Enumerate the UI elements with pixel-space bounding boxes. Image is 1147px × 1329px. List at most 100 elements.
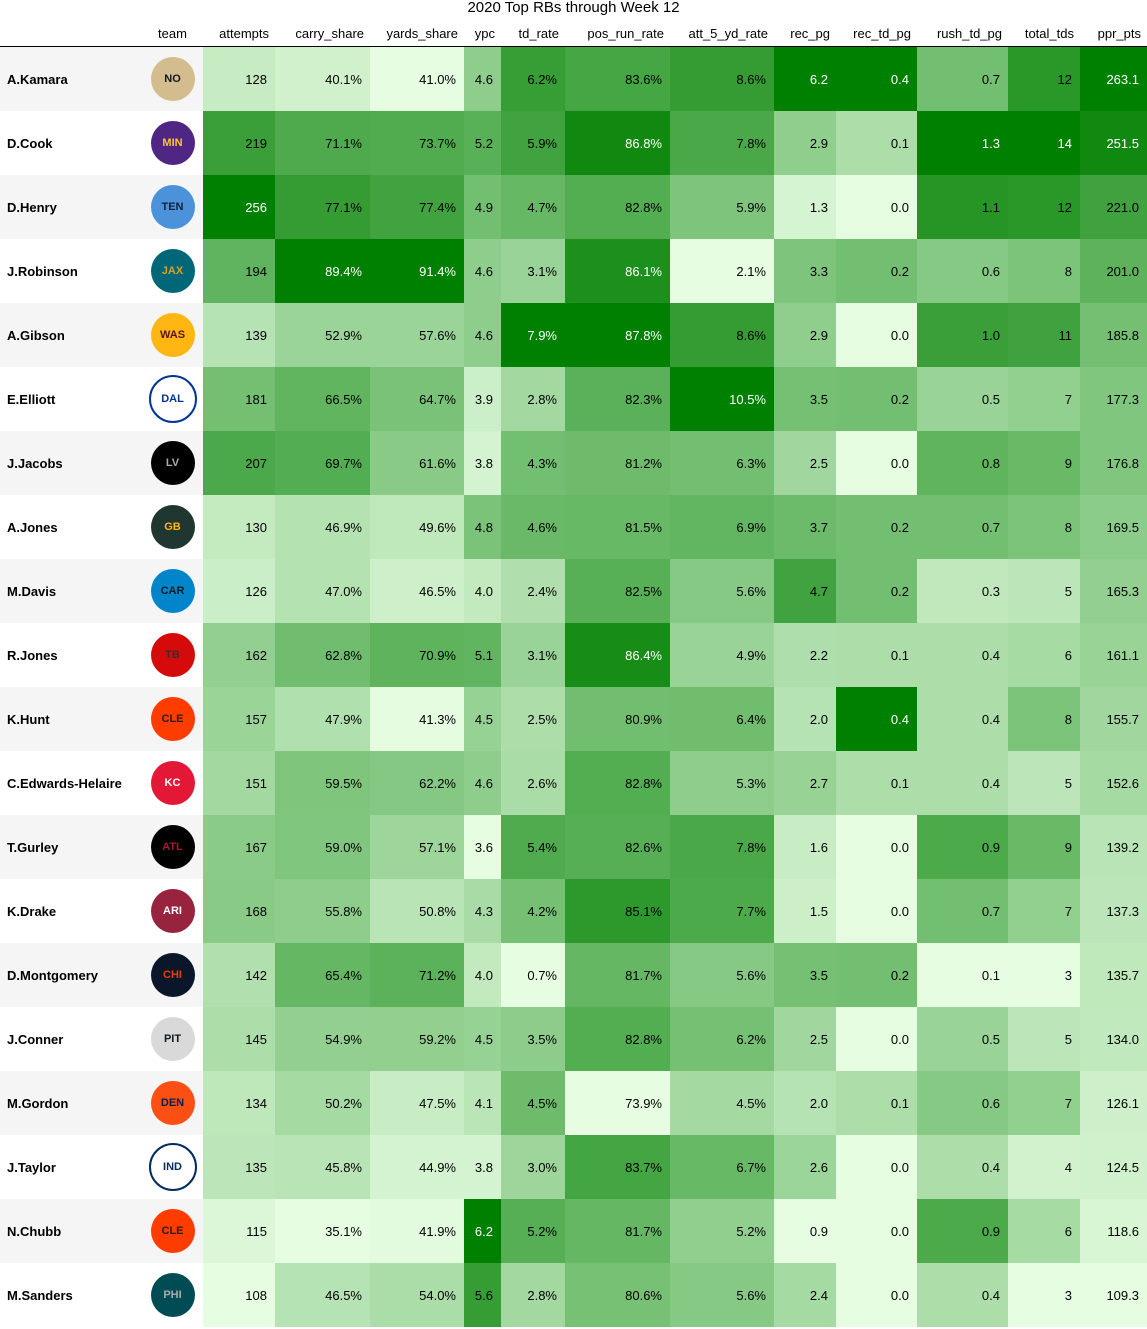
cell-pos-run-rate: 82.8% [565, 751, 670, 815]
team-logo-icon: ATL [150, 825, 195, 869]
cell-rec-td-pg: 0.2 [836, 367, 917, 431]
cell-carry-share: 55.8% [275, 879, 370, 943]
cell-rec-td-pg: 0.0 [836, 815, 917, 879]
cell-rec-pg: 1.5 [774, 879, 836, 943]
team-logo-cell: CAR [142, 559, 203, 623]
cell-ppr-pts: 177.3 [1080, 367, 1147, 431]
cell-attempts: 157 [203, 687, 275, 751]
team-logo-icon: MIN [150, 121, 195, 165]
cell-rec-td-pg: 0.0 [836, 1199, 917, 1263]
cell-rush-td-pg: 0.4 [917, 623, 1008, 687]
team-logo-cell: GB [142, 495, 203, 559]
player-name: R.Jones [0, 623, 142, 687]
team-logo-cell: CLE [142, 687, 203, 751]
cell-attempts: 256 [203, 175, 275, 239]
cell-total-tds: 3 [1008, 943, 1080, 1007]
cell-td-rate: 2.8% [501, 1263, 565, 1327]
table-row: M.Sanders PHI 108 46.5% 54.0% 5.6 2.8% 80.6% 5.6… [0, 1263, 1147, 1327]
cell-rush-td-pg: 0.5 [917, 1007, 1008, 1071]
table-row: M.Gordon DEN 134 50.2% 47.5% 4.1 4.5% 73.9% 4.5%… [0, 1071, 1147, 1135]
cell-total-tds: 12 [1008, 175, 1080, 239]
cell-td-rate: 5.9% [501, 111, 565, 175]
cell-ypc: 4.0 [464, 943, 501, 1007]
cell-carry-share: 62.8% [275, 623, 370, 687]
cell-pos-run-rate: 82.8% [565, 1007, 670, 1071]
table-row: A.Kamara NO 128 40.1% 41.0% 4.6 6.2% 83.6% 8.6% 6… [0, 46, 1147, 111]
cell-attempts: 145 [203, 1007, 275, 1071]
cell-ypc: 3.9 [464, 367, 501, 431]
cell-ppr-pts: 126.1 [1080, 1071, 1147, 1135]
cell-attempts: 128 [203, 46, 275, 111]
cell-td-rate: 2.4% [501, 559, 565, 623]
cell-yards-share: 49.6% [370, 495, 464, 559]
cell-ypc: 4.0 [464, 559, 501, 623]
cell-rec-td-pg: 0.2 [836, 239, 917, 303]
cell-td-rate: 6.2% [501, 46, 565, 111]
cell-total-tds: 6 [1008, 1199, 1080, 1263]
cell-attempts: 108 [203, 1263, 275, 1327]
cell-att-5-yd-rate: 7.8% [670, 815, 774, 879]
cell-rec-td-pg: 0.0 [836, 1263, 917, 1327]
cell-total-tds: 8 [1008, 239, 1080, 303]
cell-rec-pg: 2.6 [774, 1135, 836, 1199]
cell-yards-share: 50.8% [370, 879, 464, 943]
cell-carry-share: 66.5% [275, 367, 370, 431]
player-name: D.Montgomery [0, 943, 142, 1007]
table-row: D.Cook MIN 219 71.1% 73.7% 5.2 5.9% 86.8% 7.8% 2.… [0, 111, 1147, 175]
cell-ypc: 4.1 [464, 1071, 501, 1135]
cell-ppr-pts: 165.3 [1080, 559, 1147, 623]
cell-rec-td-pg: 0.0 [836, 879, 917, 943]
cell-yards-share: 41.9% [370, 1199, 464, 1263]
player-name: D.Henry [0, 175, 142, 239]
cell-carry-share: 59.5% [275, 751, 370, 815]
col-header-pos-run-rate: pos_run_rate [565, 20, 670, 47]
cell-yards-share: 77.4% [370, 175, 464, 239]
cell-total-tds: 8 [1008, 495, 1080, 559]
cell-ypc: 6.2 [464, 1199, 501, 1263]
cell-attempts: 151 [203, 751, 275, 815]
col-header-carry-share: carry_share [275, 20, 370, 47]
cell-ppr-pts: 134.0 [1080, 1007, 1147, 1071]
table-row: D.Henry TEN 256 77.1% 77.4% 4.9 4.7% 82.8% 5.9% 1… [0, 175, 1147, 239]
team-logo-cell: MIN [142, 111, 203, 175]
table-row: A.Jones GB 130 46.9% 49.6% 4.8 4.6% 81.5% 6.9% 3.… [0, 495, 1147, 559]
cell-ypc: 3.6 [464, 815, 501, 879]
cell-ppr-pts: 251.5 [1080, 111, 1147, 175]
table-row: K.Drake ARI 168 55.8% 50.8% 4.3 4.2% 85.1% 7.7% 1… [0, 879, 1147, 943]
cell-rec-pg: 2.2 [774, 623, 836, 687]
cell-yards-share: 64.7% [370, 367, 464, 431]
cell-rec-pg: 3.5 [774, 367, 836, 431]
player-name: J.Robinson [0, 239, 142, 303]
cell-ypc: 5.6 [464, 1263, 501, 1327]
cell-td-rate: 3.1% [501, 623, 565, 687]
cell-rec-pg: 2.5 [774, 1007, 836, 1071]
table-row: J.Robinson JAX 194 89.4% 91.4% 4.6 3.1% 86.1% 2.… [0, 239, 1147, 303]
cell-rec-td-pg: 0.4 [836, 687, 917, 751]
cell-ypc: 4.6 [464, 46, 501, 111]
cell-att-5-yd-rate: 5.6% [670, 559, 774, 623]
cell-pos-run-rate: 81.2% [565, 431, 670, 495]
cell-rec-pg: 2.9 [774, 111, 836, 175]
team-logo-icon: TB [150, 633, 195, 677]
cell-carry-share: 59.0% [275, 815, 370, 879]
cell-td-rate: 4.5% [501, 1071, 565, 1135]
team-logo-icon: CLE [150, 1209, 195, 1253]
cell-carry-share: 54.9% [275, 1007, 370, 1071]
cell-att-5-yd-rate: 4.9% [670, 623, 774, 687]
cell-pos-run-rate: 80.9% [565, 687, 670, 751]
cell-yards-share: 44.9% [370, 1135, 464, 1199]
cell-att-5-yd-rate: 7.8% [670, 111, 774, 175]
player-name: D.Cook [0, 111, 142, 175]
cell-ppr-pts: 169.5 [1080, 495, 1147, 559]
col-header-attempts: attempts [203, 20, 275, 47]
cell-ppr-pts: 137.3 [1080, 879, 1147, 943]
cell-carry-share: 71.1% [275, 111, 370, 175]
cell-pos-run-rate: 85.1% [565, 879, 670, 943]
team-logo-icon: PHI [150, 1273, 195, 1317]
cell-attempts: 115 [203, 1199, 275, 1263]
cell-td-rate: 4.7% [501, 175, 565, 239]
cell-ppr-pts: 176.8 [1080, 431, 1147, 495]
cell-att-5-yd-rate: 8.6% [670, 46, 774, 111]
cell-yards-share: 71.2% [370, 943, 464, 1007]
cell-td-rate: 7.9% [501, 303, 565, 367]
